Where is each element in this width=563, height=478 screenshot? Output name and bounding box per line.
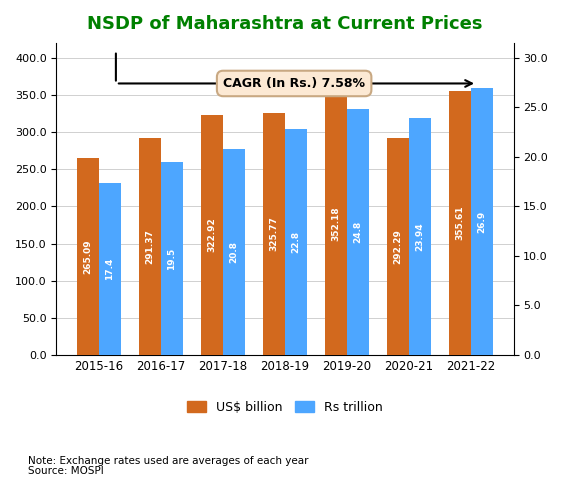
Bar bbox=[471, 88, 493, 355]
Text: 292.29: 292.29 bbox=[394, 229, 403, 264]
Bar bbox=[347, 109, 369, 355]
Bar bbox=[325, 93, 347, 355]
Text: 265.09: 265.09 bbox=[83, 239, 92, 274]
Text: CAGR (In Rs.) 7.58%: CAGR (In Rs.) 7.58% bbox=[223, 77, 365, 90]
Text: 325.77: 325.77 bbox=[270, 217, 279, 251]
Text: 22.8: 22.8 bbox=[292, 231, 300, 253]
Bar bbox=[99, 183, 120, 355]
Bar bbox=[202, 115, 223, 355]
Title: NSDP of Maharashtra at Current Prices: NSDP of Maharashtra at Current Prices bbox=[87, 15, 482, 33]
Text: 355.61: 355.61 bbox=[455, 206, 464, 240]
Text: 26.9: 26.9 bbox=[477, 211, 486, 233]
Text: 23.94: 23.94 bbox=[415, 222, 425, 251]
Bar bbox=[223, 149, 245, 355]
Text: Source: MOSPI: Source: MOSPI bbox=[28, 466, 104, 476]
Legend: US$ billion, Rs trillion: US$ billion, Rs trillion bbox=[182, 396, 387, 419]
Bar bbox=[139, 139, 161, 355]
Text: 24.8: 24.8 bbox=[354, 221, 363, 243]
Text: 322.92: 322.92 bbox=[208, 217, 217, 252]
Bar bbox=[409, 118, 431, 355]
Text: 20.8: 20.8 bbox=[229, 241, 238, 263]
Bar bbox=[77, 158, 99, 355]
Bar bbox=[387, 138, 409, 355]
Bar bbox=[161, 162, 182, 355]
Bar bbox=[285, 129, 307, 355]
Text: Note: Exchange rates used are averages of each year: Note: Exchange rates used are averages o… bbox=[28, 456, 309, 466]
Bar bbox=[263, 113, 285, 355]
Text: 352.18: 352.18 bbox=[332, 207, 341, 241]
Text: 17.4: 17.4 bbox=[105, 258, 114, 280]
Bar bbox=[449, 91, 471, 355]
Text: 291.37: 291.37 bbox=[146, 229, 155, 264]
Text: 19.5: 19.5 bbox=[167, 247, 176, 270]
